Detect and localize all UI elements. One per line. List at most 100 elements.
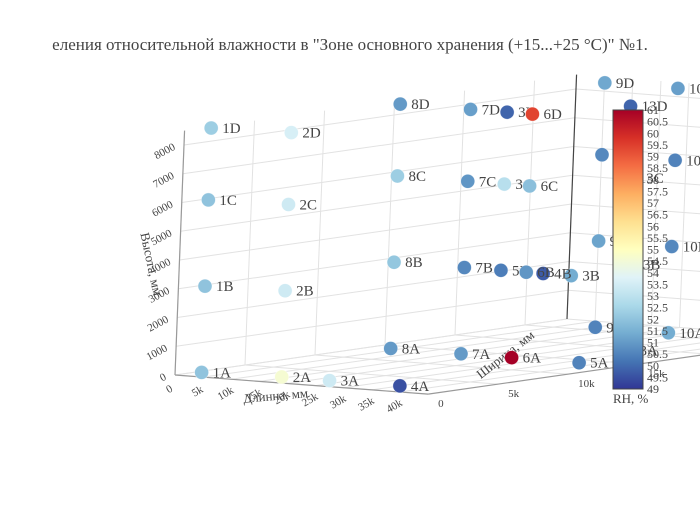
left-gridline-y <box>455 91 465 335</box>
data-point-1B[interactable] <box>198 279 212 293</box>
data-point-label: 8C <box>408 169 426 185</box>
data-point-9C[interactable] <box>595 148 609 162</box>
z-tick-label: 7000 <box>151 170 176 191</box>
data-point-label: 4A <box>411 379 430 395</box>
left-gridline-z <box>180 204 572 260</box>
data-point-label: 2B <box>296 284 314 300</box>
left-gridline-y <box>315 111 325 355</box>
data-point-label: 1C <box>219 193 237 209</box>
data-point-1D[interactable] <box>204 121 218 135</box>
y-tick-label: 10k <box>578 378 595 390</box>
left-gridline-z <box>183 118 575 174</box>
data-point-2D[interactable] <box>284 126 298 140</box>
data-point-5A[interactable] <box>572 356 586 370</box>
data-point-label: 8B <box>405 255 423 271</box>
data-point-label: 6A <box>523 351 542 367</box>
y-tick-label: 0 <box>438 398 444 410</box>
left-gridline-z <box>177 262 569 318</box>
back-gridline-x <box>680 83 690 327</box>
z-tick-label: 2000 <box>146 313 171 334</box>
data-point-label: 6D <box>543 107 562 123</box>
data-point-10D[interactable] <box>671 81 685 95</box>
x-axis-title: Длинна, мм <box>243 385 309 406</box>
y-tick-label: 5k <box>508 388 520 400</box>
data-point-8D[interactable] <box>393 97 407 111</box>
data-point-label: 2A <box>293 370 312 386</box>
data-point-label: 1D <box>222 121 241 137</box>
data-point-label: 6B <box>537 265 555 281</box>
data-point-label: 6C <box>541 179 559 195</box>
data-point-3C[interactable] <box>497 177 511 191</box>
data-point-4A[interactable] <box>393 379 407 393</box>
x-tick-label: 40k <box>384 397 405 416</box>
data-point-2A[interactable] <box>275 370 289 384</box>
data-point-label: 5A <box>590 356 609 372</box>
data-point-2C[interactable] <box>282 197 296 211</box>
z-tick-label: 0 <box>158 371 169 384</box>
data-point-9D[interactable] <box>598 76 612 90</box>
floor-gridline-x <box>203 321 595 377</box>
data-point-label: 1A <box>213 365 232 381</box>
z-tick-label: 1000 <box>144 342 169 363</box>
data-point-1A[interactable] <box>195 365 209 379</box>
data-point-8B[interactable] <box>387 255 401 269</box>
colorbar-gradient <box>613 110 643 389</box>
data-point-label: 3A <box>341 374 360 390</box>
x-tick-label: 0 <box>164 383 175 396</box>
x-tick-label: 35k <box>356 395 377 414</box>
data-point-label: 7D <box>482 102 501 118</box>
colorbar: 6160.56059.55958.55857.55756.55655.55554… <box>613 103 668 406</box>
left-gridline-z <box>181 175 573 231</box>
data-point-label: 7C <box>479 174 497 190</box>
data-point-label: 2C <box>300 197 318 213</box>
data-point-6A[interactable] <box>505 351 519 365</box>
x-tick-label: 30k <box>328 393 349 412</box>
colorbar-tick-label: 49 <box>647 382 659 396</box>
data-point-8A[interactable] <box>384 341 398 355</box>
data-point-7D[interactable] <box>464 102 478 116</box>
data-point-label: 9D <box>616 76 635 92</box>
z-tick-label: 8000 <box>152 141 177 162</box>
data-point-9A[interactable] <box>588 320 602 334</box>
data-point-9B[interactable] <box>592 234 606 248</box>
data-point-label: 3B <box>582 269 600 285</box>
data-point-2B[interactable] <box>278 284 292 298</box>
data-point-label: 7A <box>472 347 491 363</box>
data-point-label: 8A <box>402 341 421 357</box>
data-point-6D[interactable] <box>525 107 539 121</box>
colorbar-title: RH, % <box>613 391 649 406</box>
left-gridline-y <box>385 101 395 345</box>
x-tick-label: 10k <box>216 384 237 403</box>
data-point-label: 4B <box>554 267 572 283</box>
data-point-label: 10B <box>683 240 700 256</box>
left-gridline-y <box>245 121 255 365</box>
left-gridline-z <box>178 233 570 289</box>
data-point-label: 2D <box>302 126 321 142</box>
x-tick-label: 5k <box>190 383 206 399</box>
data-point-label: 8D <box>411 97 430 113</box>
data-point-6B[interactable] <box>519 265 533 279</box>
z-tick-label: 6000 <box>150 198 175 219</box>
data-point-8C[interactable] <box>390 169 404 183</box>
data-point-6C[interactable] <box>523 179 537 193</box>
data-point-label: 10D <box>689 81 700 97</box>
data-point-label: 10A <box>679 326 700 342</box>
chart-title: еления относительной влажности в "Зоне о… <box>52 35 648 54</box>
data-point-7C[interactable] <box>461 174 475 188</box>
data-point-7B[interactable] <box>457 261 471 275</box>
data-point-10C[interactable] <box>668 153 682 167</box>
left-gridline-z <box>176 290 568 346</box>
floor-gridline-x <box>231 323 623 379</box>
z-axis-line <box>175 131 185 375</box>
data-point-label: 10C <box>686 153 700 169</box>
data-point-3A[interactable] <box>323 374 337 388</box>
data-point-label: 1B <box>216 279 234 295</box>
data-point-7A[interactable] <box>454 347 468 361</box>
data-point-3D[interactable] <box>500 105 514 119</box>
data-point-label: 7B <box>475 261 493 277</box>
left-gridline-z <box>182 147 574 203</box>
data-point-1C[interactable] <box>201 193 215 207</box>
data-point-5B[interactable] <box>494 263 508 277</box>
